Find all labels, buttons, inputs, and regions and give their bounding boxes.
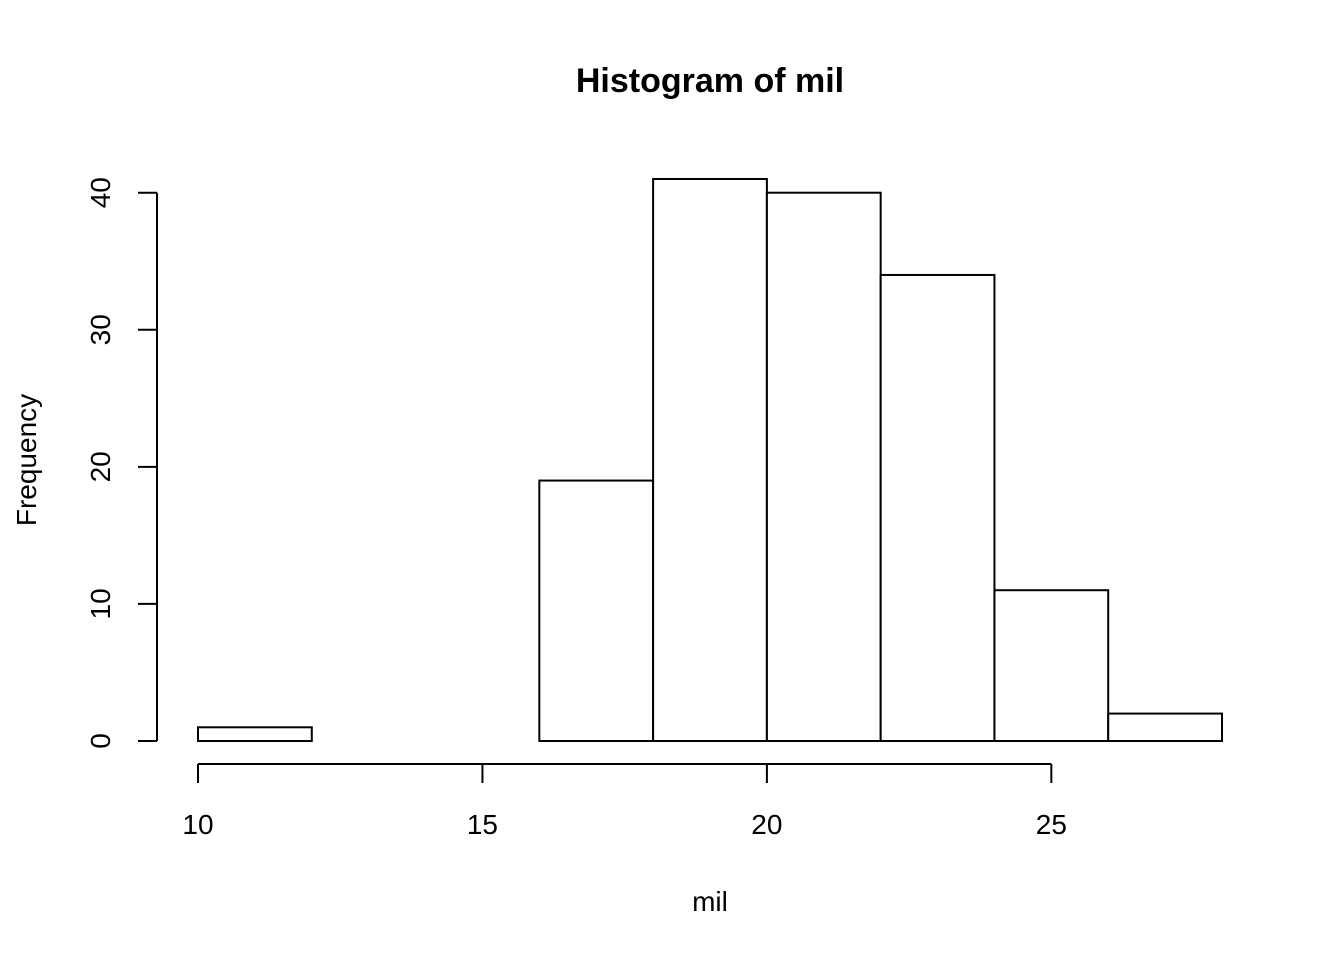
- y-axis: 0 10 20 30 40: [85, 177, 158, 749]
- histogram-bar-8: [1107, 712, 1223, 743]
- y-tick-label-10: 10: [85, 588, 116, 619]
- x-tick-label-25: 25: [1036, 809, 1067, 840]
- histogram-bar-4: [652, 178, 768, 742]
- y-axis-label: Frequency: [11, 394, 42, 526]
- x-tick-label-15: 15: [467, 809, 498, 840]
- x-axis-label: mil: [692, 886, 728, 917]
- bars-group: [197, 178, 1223, 743]
- y-tick-label-20: 20: [85, 451, 116, 482]
- histogram-bar-7: [993, 589, 1110, 742]
- y-tick-label-30: 30: [85, 314, 116, 345]
- y-tick-label-40: 40: [85, 177, 116, 208]
- histogram-bar-3: [538, 479, 655, 742]
- x-axis: 10 15 20 25: [182, 763, 1067, 840]
- chart-title: Histogram of mil: [576, 62, 844, 100]
- x-tick-label-20: 20: [751, 809, 782, 840]
- histogram-bar-5: [765, 191, 882, 742]
- y-tick-label-0: 0: [85, 733, 116, 749]
- histogram-bar-6: [879, 273, 996, 742]
- histogram-bar-0: [197, 726, 313, 742]
- x-tick-label-10: 10: [182, 809, 213, 840]
